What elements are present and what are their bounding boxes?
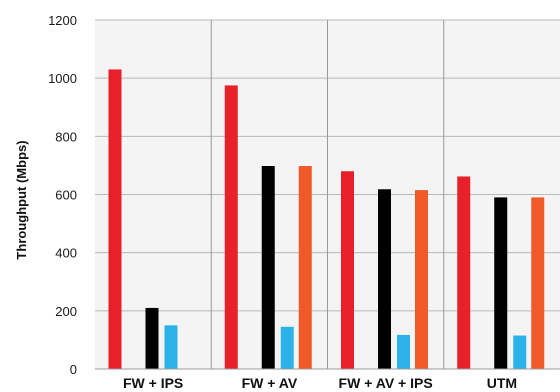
- y-tick-label: 200: [55, 304, 77, 319]
- y-tick-label: 400: [55, 246, 77, 261]
- bar: [298, 165, 312, 369]
- x-category-label: FW + IPS: [123, 375, 183, 391]
- bar: [341, 171, 354, 369]
- bar: [494, 197, 508, 369]
- y-tick-label: 800: [55, 129, 77, 144]
- y-axis-label: Throughput (Mbps): [14, 140, 29, 259]
- x-category-label: FW + AV: [242, 375, 298, 391]
- x-category-label: FW + AV + IPS: [339, 375, 433, 391]
- bars: [108, 69, 545, 370]
- bar: [415, 190, 428, 369]
- x-category-labels: FW + IPS FW + AV FW + AV + IPS UTM: [123, 375, 517, 391]
- y-tick-label: 600: [55, 188, 77, 203]
- category-dividers: [210, 20, 445, 369]
- bar: [280, 326, 294, 369]
- y-tick-labels: 0 200 400 600 800 1000 1200: [48, 13, 77, 377]
- bar: [397, 334, 410, 369]
- bar: [378, 189, 391, 369]
- bar: [457, 176, 471, 369]
- bar: [531, 197, 545, 369]
- y-tick-label: 1200: [48, 13, 77, 28]
- bar: [261, 165, 275, 369]
- bar: [224, 85, 238, 369]
- bar: [513, 335, 527, 369]
- y-tick-label: 1000: [48, 71, 77, 86]
- y-tick-label: 0: [70, 362, 77, 377]
- x-category-label: UTM: [487, 375, 517, 391]
- bar: [108, 69, 122, 370]
- bar: [164, 325, 178, 369]
- bar: [145, 307, 159, 369]
